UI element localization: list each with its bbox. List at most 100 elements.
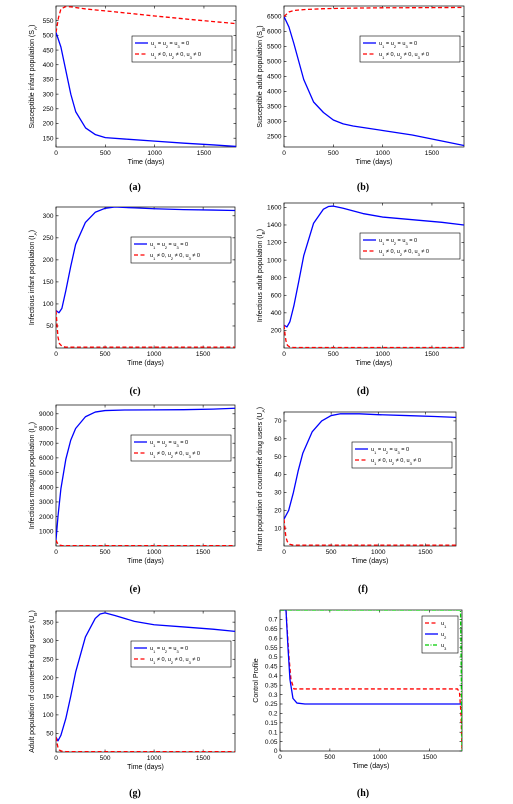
x-tick-label: 500 (326, 549, 337, 556)
y-tick-label: 70 (274, 418, 282, 425)
y-tick-label: 1200 (267, 240, 282, 247)
x-tick-label: 1000 (371, 549, 386, 556)
y-tick-label: 1400 (267, 222, 282, 229)
y-tick-label: 30 (274, 490, 282, 497)
x-axis-label: Time (days) (127, 764, 164, 771)
series-line-1 (56, 32, 236, 147)
x-tick-label: 1500 (425, 351, 440, 358)
plot-frame (283, 5, 465, 148)
y-tick-label: 0.6 (268, 635, 277, 642)
y-tick-label: 0.4 (268, 673, 277, 680)
y-tick-label: 350 (43, 77, 54, 84)
y-tick-label: 150 (43, 279, 54, 286)
y-tick-label: 5500 (267, 44, 282, 51)
x-tick-label: 1500 (422, 754, 437, 761)
plot-frame (55, 206, 236, 349)
y-tick-label: 3000 (39, 499, 54, 506)
legend (130, 640, 232, 668)
plot-frame (55, 404, 236, 547)
series-line-2 (56, 737, 235, 752)
x-tick-label: 1500 (197, 150, 212, 157)
plot-frame (283, 411, 457, 547)
x-tick-label: 500 (100, 549, 111, 556)
y-tick-label: 0.55 (265, 645, 278, 652)
y-tick-label: 4500 (267, 74, 282, 81)
y-tick-label: 5000 (267, 59, 282, 66)
legend-entry: u1 ≠ 0, u2 ≠ 0, u3 ≠ 0 (379, 52, 429, 60)
y-tick-label: 40 (274, 472, 282, 479)
legend (359, 232, 461, 260)
legend (131, 35, 233, 63)
y-axis-label: Infectious mosquito population (Im) (29, 422, 39, 529)
x-tick-label: 500 (324, 754, 335, 761)
y-tick-label: 2500 (267, 134, 282, 141)
y-tick-label: 10 (274, 525, 282, 532)
panel-caption: (b) (357, 182, 369, 193)
legend (351, 441, 453, 469)
x-tick-label: 1500 (418, 549, 433, 556)
y-tick-label: 4000 (39, 484, 54, 491)
y-axis-label: Control Profile (253, 658, 260, 702)
y-tick-label: 500 (43, 33, 54, 40)
legend-entry: u1 = u2 = u3 = 0 (150, 646, 188, 654)
series-line-1 (56, 407, 235, 541)
y-tick-label: 50 (46, 323, 54, 330)
y-tick-label: 1600 (267, 205, 282, 212)
x-tick-label: 1000 (147, 351, 162, 358)
y-tick-label: 6500 (267, 14, 282, 21)
y-tick-label: 350 (43, 619, 54, 626)
legend-entry: u1 = u2 = u3 = 0 (379, 41, 417, 49)
y-tick-label: 100 (43, 712, 54, 719)
plot-frame (283, 202, 465, 349)
x-tick-label: 500 (328, 351, 339, 358)
legend-entry: u1 ≠ 0, u2 ≠ 0, u3 ≠ 0 (150, 451, 200, 459)
panel-caption: (a) (129, 182, 141, 193)
legend-entry: u3 (441, 643, 446, 651)
x-tick-label: 1500 (196, 755, 211, 762)
y-tick-label: 60 (274, 436, 282, 443)
series-line-1 (284, 413, 456, 520)
x-tick-label: 500 (100, 150, 111, 157)
x-axis-label: Time (days) (356, 159, 393, 166)
y-tick-label: 50 (46, 731, 54, 738)
y-tick-label: 4000 (267, 89, 282, 96)
series-line-1 (56, 207, 235, 314)
series-line-2 (56, 310, 235, 348)
y-tick-label: 300 (43, 213, 54, 220)
y-tick-label: 0.25 (265, 701, 278, 708)
x-tick-label: 1500 (196, 549, 211, 556)
y-tick-label: 2000 (39, 514, 54, 521)
plot-frame (55, 610, 236, 753)
chart-f: 0 500 1000 1500 10 20 30 40 50 60 70 Time (days) Inf… (257, 407, 457, 595)
x-tick-label: 1000 (372, 754, 387, 761)
chart-h: 0 500 1000 1500 0 0.05 0.1 0.15 0.2 0.25 0.3 0.35 0.… (253, 609, 463, 799)
panel-caption: (g) (129, 788, 141, 799)
y-tick-label: 250 (43, 106, 54, 113)
chart-c: 0 500 1000 1500 50 100 150 200 250 300 Time (days)… (29, 206, 236, 397)
y-tick-label: 5000 (39, 470, 54, 477)
x-tick-label: 0 (278, 754, 282, 761)
legend (130, 434, 232, 462)
series-line-1 (56, 612, 235, 742)
chart-g: 0 500 1000 1500 50 100 150 200 250 300 350 Time (da… (29, 610, 236, 799)
series-line-3 (280, 610, 462, 751)
y-tick-label: 7000 (39, 440, 54, 447)
y-tick-label: 150 (43, 694, 54, 701)
series-line-1 (284, 205, 464, 328)
y-axis-label: Infectious adult population (IB) (257, 229, 267, 322)
y-tick-label: 0.45 (265, 664, 278, 671)
legend-entry: u1 (441, 621, 446, 629)
y-tick-label: 8000 (39, 426, 54, 433)
x-tick-label: 1500 (425, 150, 440, 157)
y-axis-label: Susceptible infant population (SA) (29, 24, 39, 128)
x-tick-label: 0 (282, 351, 286, 358)
y-axis-label: Susceptible adult population (SB) (257, 25, 267, 127)
x-axis-label: Time (days) (127, 558, 164, 565)
x-tick-label: 500 (328, 150, 339, 157)
y-tick-label: 300 (43, 638, 54, 645)
y-tick-label: 50 (274, 454, 282, 461)
legend-entry: u1 ≠ 0, u2 ≠ 0, u3 ≠ 0 (151, 52, 201, 60)
x-tick-label: 0 (282, 150, 286, 157)
y-tick-label: 400 (271, 310, 282, 317)
plot-frame (55, 5, 237, 148)
